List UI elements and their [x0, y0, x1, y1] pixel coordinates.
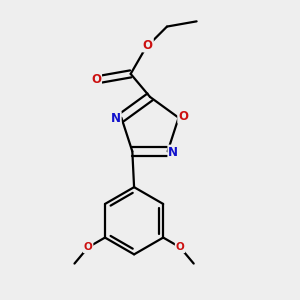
Text: O: O: [178, 110, 188, 123]
Text: O: O: [176, 242, 184, 252]
Text: O: O: [143, 38, 153, 52]
Text: N: N: [168, 146, 178, 158]
Text: O: O: [84, 242, 92, 252]
Text: N: N: [111, 112, 121, 125]
Text: O: O: [91, 73, 101, 85]
